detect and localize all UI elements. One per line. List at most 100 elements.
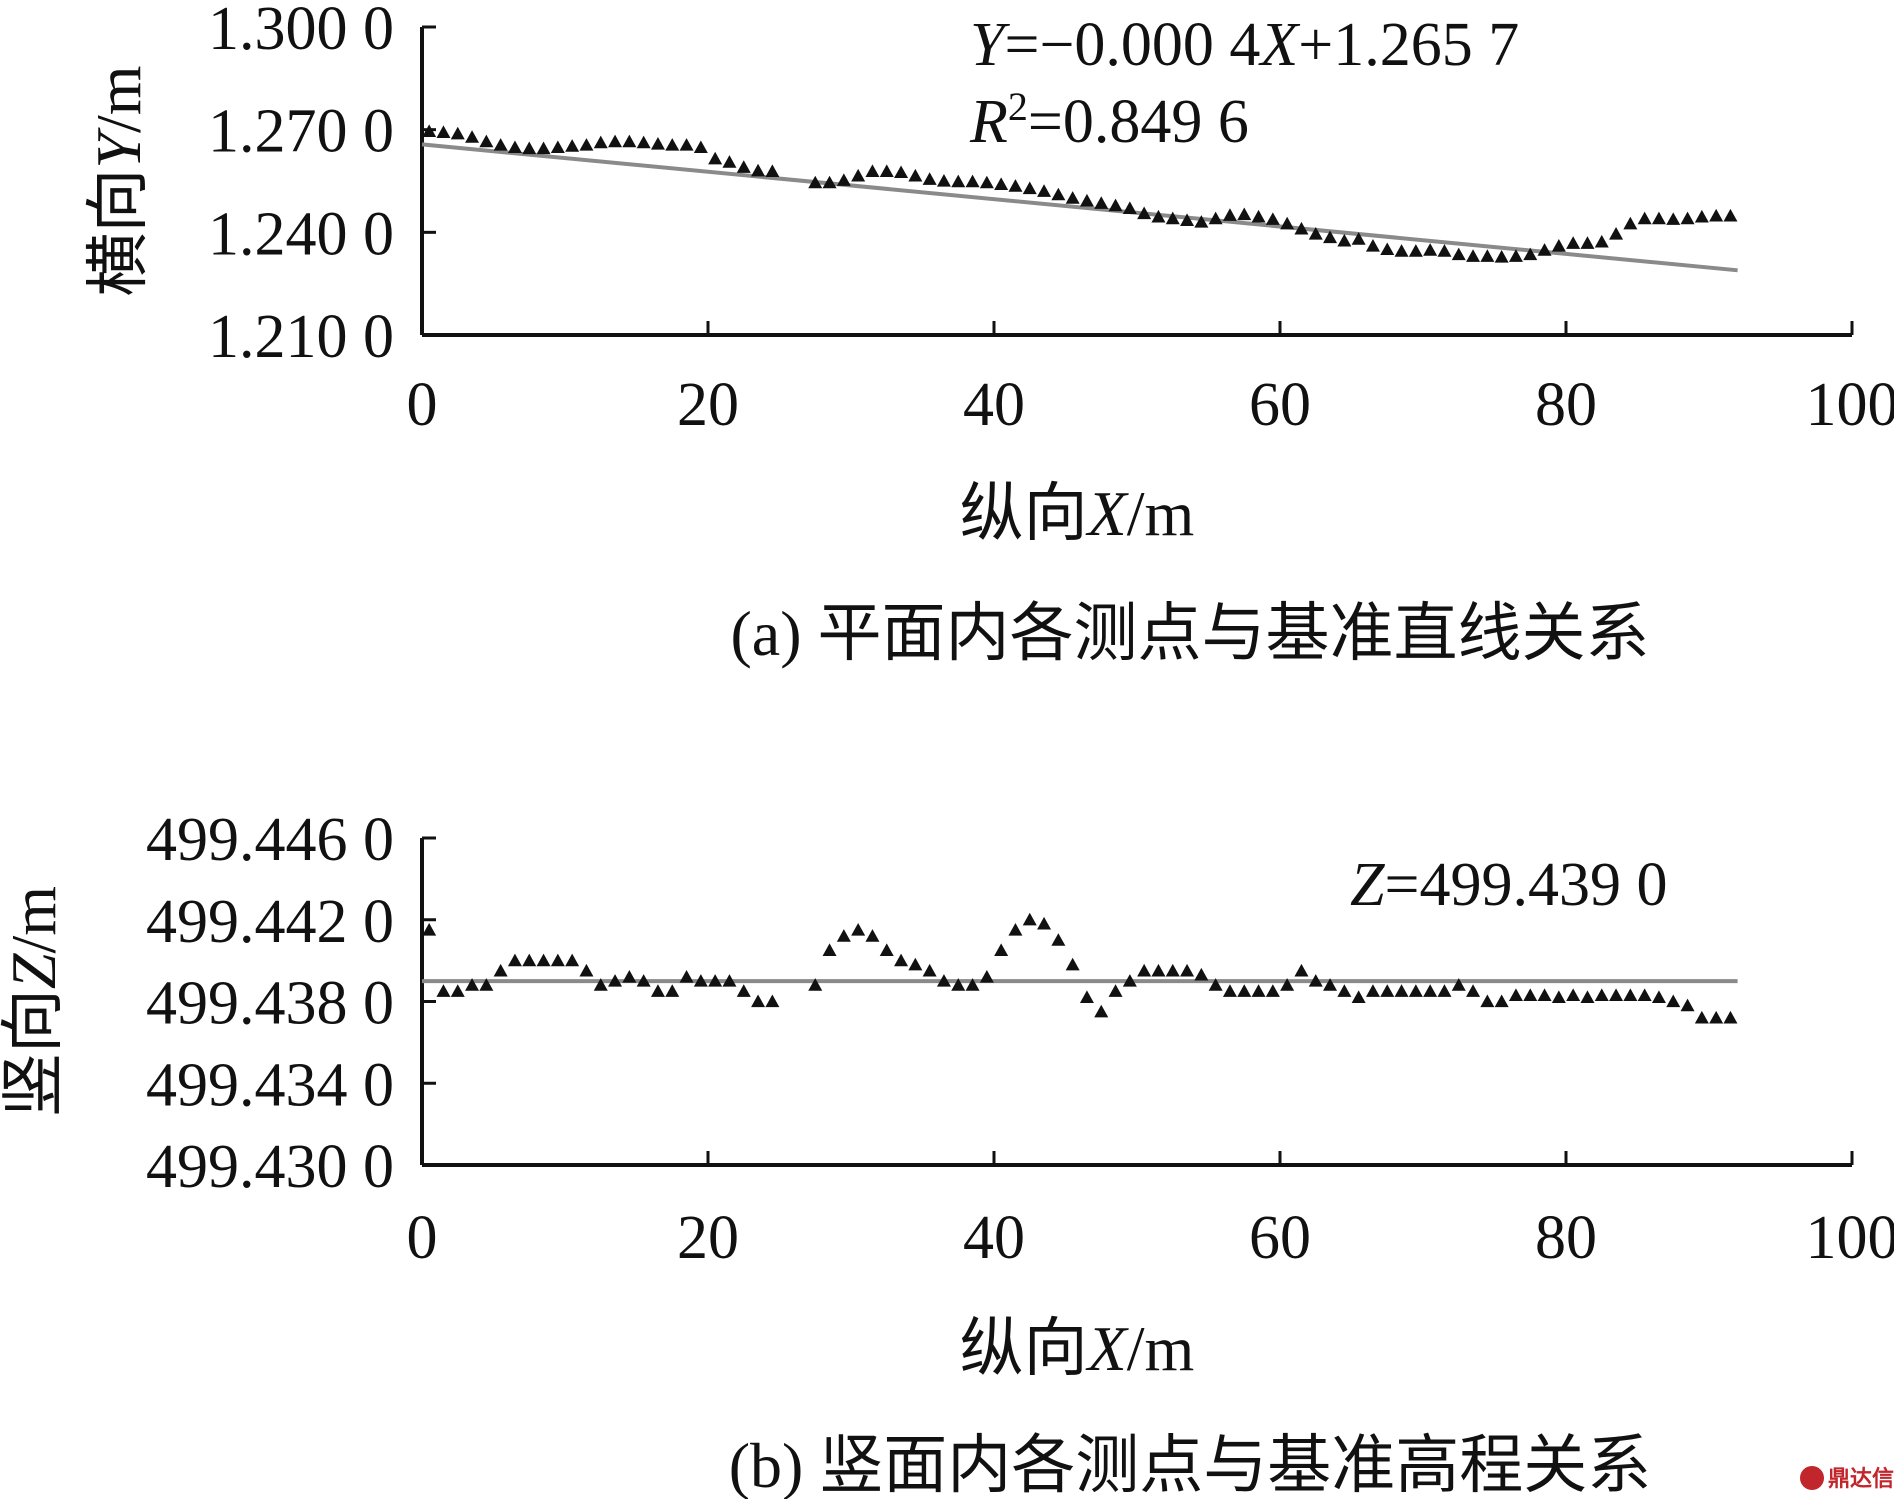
data-point xyxy=(979,969,994,983)
data-point xyxy=(1337,233,1352,247)
data-point xyxy=(650,984,665,997)
data-point xyxy=(722,974,737,987)
data-point xyxy=(1680,211,1695,225)
data-point xyxy=(1508,249,1523,262)
y-tick-label: 499.430 0 xyxy=(146,1133,394,1201)
data-point xyxy=(1151,963,1166,977)
y-tick-label: 1.270 0 xyxy=(208,98,394,166)
data-point xyxy=(1365,239,1380,252)
data-point xyxy=(1151,209,1166,223)
data-point xyxy=(1466,984,1481,997)
data-point xyxy=(1280,978,1295,991)
data-point xyxy=(622,134,637,148)
data-point xyxy=(1251,984,1266,997)
data-point xyxy=(879,943,894,957)
equation-text: Y=−0.000 4X+1.265 7 xyxy=(970,11,1519,79)
x-tick-label: 80 xyxy=(1535,371,1597,439)
watermark-text: 鼎达信 xyxy=(1828,1466,1894,1492)
y-tick-label: 1.300 0 xyxy=(208,0,394,63)
data-point xyxy=(708,974,723,987)
data-point xyxy=(1437,984,1452,997)
data-point xyxy=(608,974,623,987)
data-point xyxy=(1137,206,1152,220)
data-point xyxy=(1508,988,1523,1001)
data-point xyxy=(1408,244,1423,257)
data-point xyxy=(465,130,480,143)
data-point xyxy=(736,160,751,173)
data-point xyxy=(1566,988,1581,1001)
x-tick-label: 60 xyxy=(1249,371,1311,439)
data-point xyxy=(1237,207,1252,221)
data-point xyxy=(679,969,694,983)
data-point xyxy=(1380,984,1395,997)
data-point xyxy=(994,177,1009,191)
data-point xyxy=(1122,201,1137,214)
data-point xyxy=(622,969,637,983)
data-point xyxy=(851,168,866,182)
fit-line xyxy=(421,142,1738,273)
data-point xyxy=(1609,227,1624,240)
data-point xyxy=(1709,208,1724,222)
data-point xyxy=(1265,984,1280,997)
x-tick-label: 100 xyxy=(1806,371,1894,439)
y-tick-label: 1.210 0 xyxy=(208,303,394,371)
data-point xyxy=(1122,974,1137,987)
chart-a: 1.210 0 1.240 0 1.270 0 1.300 0 0 20 40 60 80 100… xyxy=(83,0,1894,669)
data-point xyxy=(493,138,508,151)
data-point xyxy=(1180,213,1195,226)
data-point xyxy=(1251,209,1266,223)
data-point xyxy=(1165,211,1180,225)
data-point xyxy=(1108,984,1123,997)
data-point xyxy=(1194,215,1209,228)
data-point xyxy=(536,141,551,155)
data-point xyxy=(1022,181,1037,195)
data-point xyxy=(1466,249,1481,262)
y-tick-label: 499.446 0 xyxy=(146,806,394,874)
data-point xyxy=(608,134,623,148)
x-tick-label: 100 xyxy=(1806,1204,1894,1272)
data-point xyxy=(1651,211,1666,225)
data-point xyxy=(1137,963,1152,977)
data-point xyxy=(836,173,851,186)
data-point xyxy=(865,929,880,942)
data-point xyxy=(1480,994,1495,1008)
data-point xyxy=(751,994,766,1008)
data-point xyxy=(550,953,565,967)
data-point xyxy=(1008,179,1023,192)
data-point xyxy=(1294,221,1309,235)
y-tick-label: 499.442 0 xyxy=(146,888,394,956)
data-point xyxy=(1222,208,1237,221)
data-point xyxy=(1423,243,1438,256)
data-point xyxy=(636,135,651,149)
data-point xyxy=(1065,957,1080,971)
data-point xyxy=(894,165,909,179)
watermark: 鼎达信 xyxy=(1800,1466,1894,1492)
data-point xyxy=(1537,988,1552,1001)
data-point xyxy=(1680,998,1695,1012)
data-point xyxy=(1666,994,1681,1008)
data-point xyxy=(1494,249,1509,263)
chart-caption: (a) 平面内各测点与基准直线关系 xyxy=(730,598,1649,669)
data-point xyxy=(1580,990,1595,1004)
data-point xyxy=(1394,244,1409,257)
data-point xyxy=(1308,974,1323,987)
x-tick-label: 80 xyxy=(1535,1204,1597,1272)
data-point xyxy=(979,175,994,189)
y-tick-label: 1.240 0 xyxy=(208,200,394,268)
data-point xyxy=(1079,990,1094,1004)
data-point xyxy=(1723,1010,1738,1024)
x-axis-title: 纵向X/m xyxy=(960,1313,1195,1384)
data-point xyxy=(422,124,437,137)
data-point xyxy=(507,953,522,967)
data-point xyxy=(1108,198,1123,212)
data-point xyxy=(450,984,465,997)
data-point xyxy=(1165,963,1180,977)
data-point xyxy=(1022,912,1037,926)
data-point xyxy=(550,140,565,154)
data-point xyxy=(665,138,680,151)
data-point xyxy=(1323,978,1338,991)
data-point xyxy=(951,174,966,188)
data-point xyxy=(1623,988,1638,1001)
data-point xyxy=(465,978,480,991)
y-tick-label: 499.434 0 xyxy=(146,1051,394,1119)
